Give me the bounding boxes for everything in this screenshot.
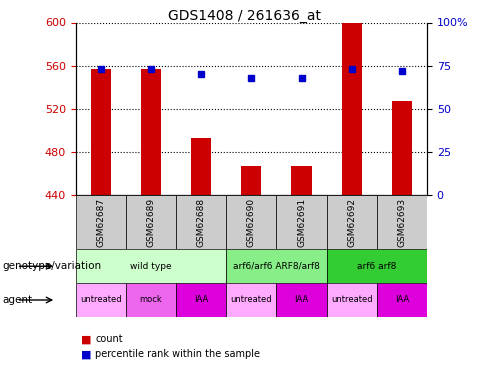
Text: IAA: IAA [194,296,208,304]
Bar [76,249,226,283]
Text: GDS1408 / 261636_at: GDS1408 / 261636_at [167,9,321,23]
Text: percentile rank within the sample: percentile rank within the sample [95,350,260,359]
Text: agent: agent [2,295,33,305]
Bar [226,283,276,317]
Bar [326,283,377,317]
Text: GSM62691: GSM62691 [297,198,306,247]
Text: arf6 arf8: arf6 arf8 [357,262,396,271]
Text: IAA: IAA [294,296,308,304]
Bar [76,195,126,249]
Text: count: count [95,334,123,344]
Bar [377,283,427,317]
Text: genotype/variation: genotype/variation [2,261,102,271]
Bar [326,195,377,249]
Text: untreated: untreated [230,296,272,304]
Bar [76,283,126,317]
Text: ■: ■ [81,350,91,359]
Text: mock: mock [140,296,163,304]
Text: GSM62688: GSM62688 [197,198,205,247]
Text: ■: ■ [81,334,91,344]
Text: untreated: untreated [80,296,122,304]
Text: wild type: wild type [130,262,172,271]
Bar [141,69,161,195]
Bar [191,138,211,195]
Text: untreated: untreated [331,296,372,304]
Bar [176,195,226,249]
Text: GSM62690: GSM62690 [247,198,256,247]
Bar [326,249,427,283]
Bar [176,283,226,317]
Bar [241,166,262,195]
Text: GSM62693: GSM62693 [397,198,407,247]
Text: GSM62692: GSM62692 [347,198,356,247]
Bar [91,69,111,195]
Bar [276,195,326,249]
Text: GSM62689: GSM62689 [146,198,156,247]
Bar [377,195,427,249]
Bar [226,249,326,283]
Bar [392,101,412,195]
Bar [126,195,176,249]
Bar [226,195,276,249]
Bar [126,283,176,317]
Bar [342,22,362,195]
Text: arf6/arf6 ARF8/arf8: arf6/arf6 ARF8/arf8 [233,262,320,271]
Bar [276,283,326,317]
Text: GSM62687: GSM62687 [96,198,105,247]
Text: IAA: IAA [395,296,409,304]
Bar [291,166,311,195]
